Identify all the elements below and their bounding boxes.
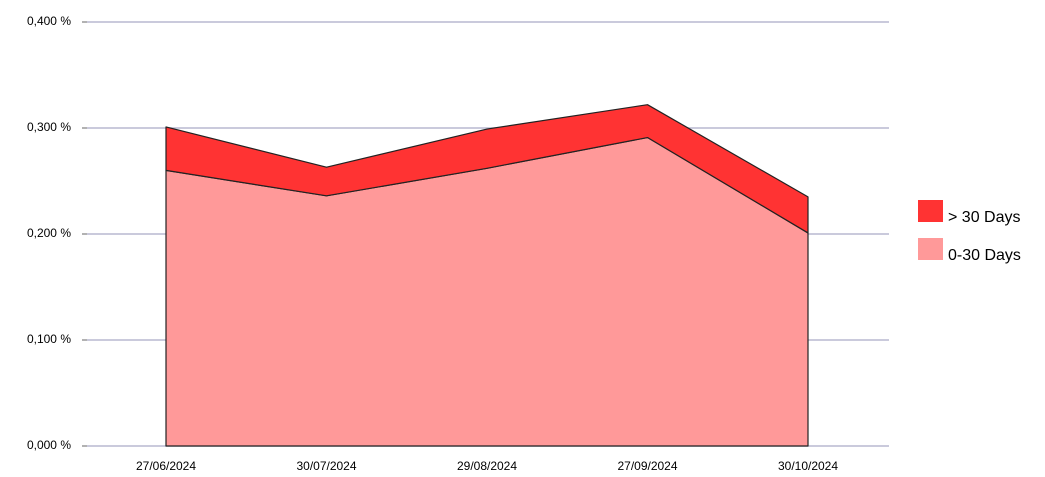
legend-label: > 30 Days	[948, 209, 1020, 226]
x-tick-label: 27/09/2024	[617, 459, 677, 473]
y-tick-label: 0,400 %	[27, 14, 71, 28]
y-tick-label: 0,300 %	[27, 120, 71, 134]
x-tick-label: 27/06/2024	[136, 459, 196, 473]
legend-swatch	[918, 238, 943, 260]
y-tick-label: 0,000 %	[27, 438, 71, 452]
legend-swatch	[918, 200, 943, 222]
area	[165, 104, 809, 234]
x-tick-label: 30/07/2024	[296, 459, 356, 473]
y-tick-label: 0,200 %	[27, 226, 71, 240]
x-tick-label: 29/08/2024	[457, 459, 517, 473]
x-tick-label: 30/10/2024	[778, 459, 838, 473]
legend-label: 0-30 Days	[948, 247, 1021, 264]
y-tick-label: 0,100 %	[27, 332, 71, 346]
